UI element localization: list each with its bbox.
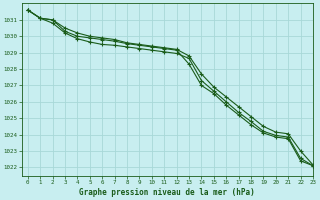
X-axis label: Graphe pression niveau de la mer (hPa): Graphe pression niveau de la mer (hPa) xyxy=(79,188,255,197)
